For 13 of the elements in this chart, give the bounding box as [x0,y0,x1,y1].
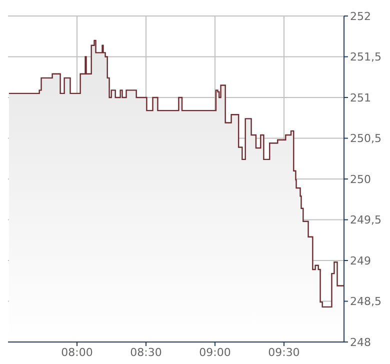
x-tick-label: 09:30 [268,346,300,359]
x-tick-label: 09:00 [199,346,231,359]
x-tick-label: 08:00 [61,346,93,359]
y-tick-label: 248 [350,336,371,349]
y-tick-label: 252 [350,10,371,23]
y-tick-label: 250,5 [350,132,382,146]
y-tick-label: 251 [350,91,371,104]
y-tick-label: 251,5 [350,50,382,64]
y-tick-label: 248,5 [350,295,382,308]
y-tick-label: 249,5 [350,214,382,227]
x-tick-label: 08:30 [130,346,162,359]
y-tick-label: 250 [350,172,371,186]
y-tick-label: 249 [350,254,371,268]
